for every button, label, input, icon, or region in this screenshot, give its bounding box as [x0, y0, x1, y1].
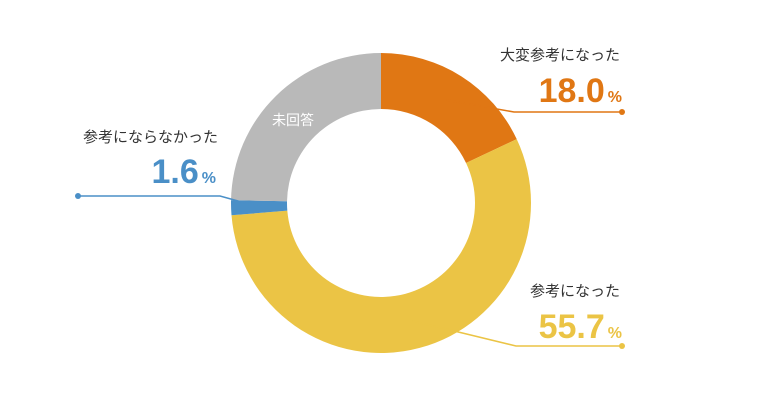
value-unit-not-helpful: % — [202, 170, 216, 187]
slice-value-helpful: 55.7% — [539, 308, 622, 346]
slice-label-helpful: 参考になった — [530, 282, 620, 300]
value-number-very-helpful: 18.0 — [539, 72, 605, 110]
value-number-not-helpful: 1.6 — [152, 153, 199, 191]
slice-no-answer — [231, 53, 381, 202]
slice-value-very-helpful: 18.0% — [539, 72, 622, 110]
donut-slices — [230, 53, 531, 353]
leader-not-helpful-dot — [75, 193, 81, 199]
leader-not-helpful-line — [78, 195, 260, 208]
slice-not-helpful — [230, 200, 288, 216]
leader-helpful-line — [412, 320, 622, 347]
value-number-helpful: 55.7 — [539, 308, 605, 346]
slice-helpful — [231, 139, 531, 353]
slice-label-no-answer: 未回答 — [272, 112, 314, 129]
leader-lines — [75, 99, 625, 349]
leader-helpful-dot — [619, 343, 625, 349]
leader-very-helpful-line — [446, 99, 622, 113]
slice-value-not-helpful: 1.6% — [152, 153, 217, 191]
slice-label-very-helpful: 大変参考になった — [500, 46, 620, 64]
leader-very-helpful-dot — [619, 109, 625, 115]
slice-very-helpful — [381, 53, 517, 163]
value-unit-very-helpful: % — [608, 89, 622, 106]
slice-label-not-helpful: 参考にならなかった — [83, 128, 218, 146]
value-unit-helpful: % — [608, 325, 622, 342]
